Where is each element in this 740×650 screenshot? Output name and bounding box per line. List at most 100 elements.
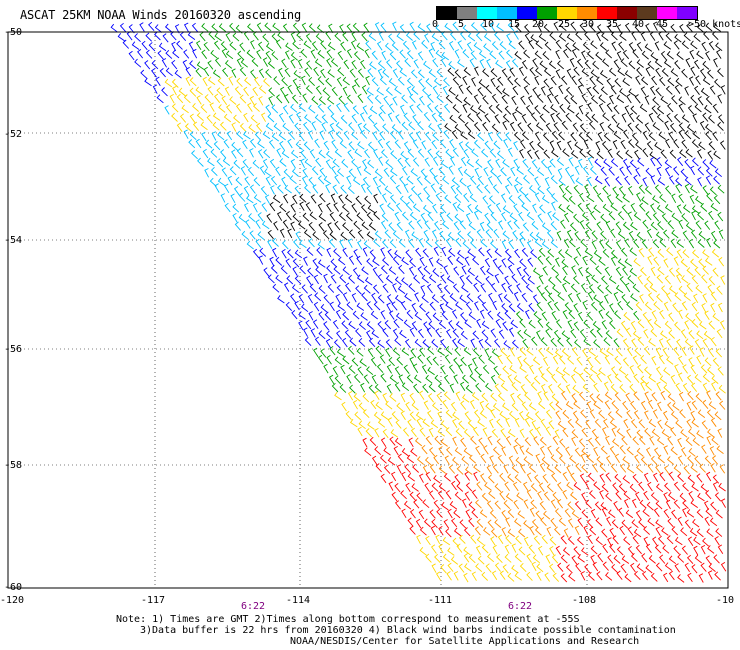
wind-barb — [327, 69, 335, 78]
wind-barb — [496, 418, 503, 428]
wind-barb — [501, 446, 507, 456]
wind-barb — [644, 345, 651, 356]
wind-barb — [478, 339, 484, 349]
wind-barb — [214, 57, 222, 67]
wind-barb — [225, 50, 234, 60]
wind-barb — [290, 51, 298, 61]
wind-barb — [257, 149, 264, 159]
colorbar-segment — [477, 7, 497, 19]
wind-barb — [682, 230, 689, 240]
wind-barb — [349, 337, 357, 347]
wind-barb — [328, 23, 334, 34]
wind-barb — [527, 122, 534, 132]
wind-barb — [706, 237, 711, 248]
wind-barb — [603, 294, 609, 304]
wind-barb — [366, 330, 372, 340]
wind-barb — [543, 491, 550, 501]
wind-barb — [365, 40, 372, 50]
wind-barb — [528, 319, 536, 329]
wind-barb — [322, 230, 330, 240]
wind-barb — [685, 148, 693, 158]
wind-barb — [371, 77, 379, 87]
wind-barb — [475, 32, 483, 42]
wind-barb — [474, 275, 482, 285]
wind-barb — [575, 31, 583, 41]
wind-barb — [662, 544, 670, 554]
wind-barb — [643, 282, 651, 293]
wind-barb — [591, 95, 598, 105]
wind-barb — [653, 447, 660, 457]
wind-barb — [630, 320, 636, 331]
wind-barb — [380, 265, 388, 275]
wind-barb — [254, 131, 262, 141]
wind-barb — [702, 185, 709, 195]
wind-barb — [599, 122, 605, 132]
wind-barb — [707, 545, 715, 554]
wind-barb — [659, 194, 667, 203]
wind-barb — [594, 436, 601, 446]
wind-barb — [353, 373, 361, 384]
wind-barb — [525, 447, 534, 456]
wind-barb — [532, 58, 538, 68]
wind-barb — [444, 455, 450, 465]
wind-barb — [405, 401, 411, 412]
wind-barb — [416, 176, 423, 186]
wind-barb — [495, 202, 502, 213]
wind-barb — [159, 68, 166, 78]
wind-barb — [256, 22, 263, 32]
wind-barb — [221, 95, 228, 106]
wind-barb — [559, 355, 566, 365]
wind-barb — [453, 221, 460, 231]
wind-barb — [612, 535, 619, 545]
wind-barb — [465, 141, 473, 151]
wind-barb — [677, 355, 684, 366]
wind-barb — [494, 338, 501, 348]
wind-barb — [358, 337, 366, 347]
wind-barb — [570, 150, 579, 159]
wind-barb — [564, 95, 571, 105]
wind-barb — [578, 438, 586, 448]
wind-barb — [498, 50, 505, 60]
wind-barb — [331, 165, 337, 176]
wind-barb — [438, 184, 446, 194]
wind-barb — [604, 355, 611, 365]
wind-barb — [471, 489, 478, 499]
wind-barb — [541, 222, 550, 231]
wind-barb — [602, 112, 610, 122]
wind-barb — [407, 419, 413, 429]
wind-barb — [497, 354, 503, 365]
wind-barb — [440, 365, 446, 375]
wind-barb — [429, 167, 436, 177]
wind-barb — [416, 492, 423, 502]
wind-barb — [705, 167, 713, 177]
wind-barb — [477, 418, 485, 427]
wind-barb — [660, 23, 668, 33]
wind-barb — [448, 464, 456, 474]
wind-barb — [514, 553, 522, 563]
wind-barb — [570, 132, 577, 142]
wind-barb — [501, 211, 507, 222]
wind-barb — [300, 48, 308, 58]
wind-barb — [659, 238, 667, 248]
wind-barb — [582, 348, 588, 358]
wind-barb — [236, 58, 242, 68]
wind-barb — [490, 374, 497, 385]
wind-barb — [353, 220, 361, 230]
wind-barb — [438, 320, 447, 329]
wind-barb — [399, 195, 407, 205]
wind-barb — [471, 392, 480, 401]
wind-barb — [689, 165, 695, 176]
wind-barb — [579, 148, 587, 158]
wind-barb — [419, 526, 427, 536]
wind-barb — [571, 555, 578, 565]
wind-barb — [340, 114, 348, 124]
wind-barb — [568, 195, 576, 205]
wind-barb — [547, 165, 553, 175]
wind-barb — [641, 76, 649, 86]
wind-barb — [644, 185, 652, 195]
wind-barb — [581, 547, 589, 556]
wind-barb — [238, 214, 246, 223]
wind-barb — [293, 238, 300, 249]
wind-barb — [214, 93, 221, 103]
wind-barb — [494, 248, 502, 258]
